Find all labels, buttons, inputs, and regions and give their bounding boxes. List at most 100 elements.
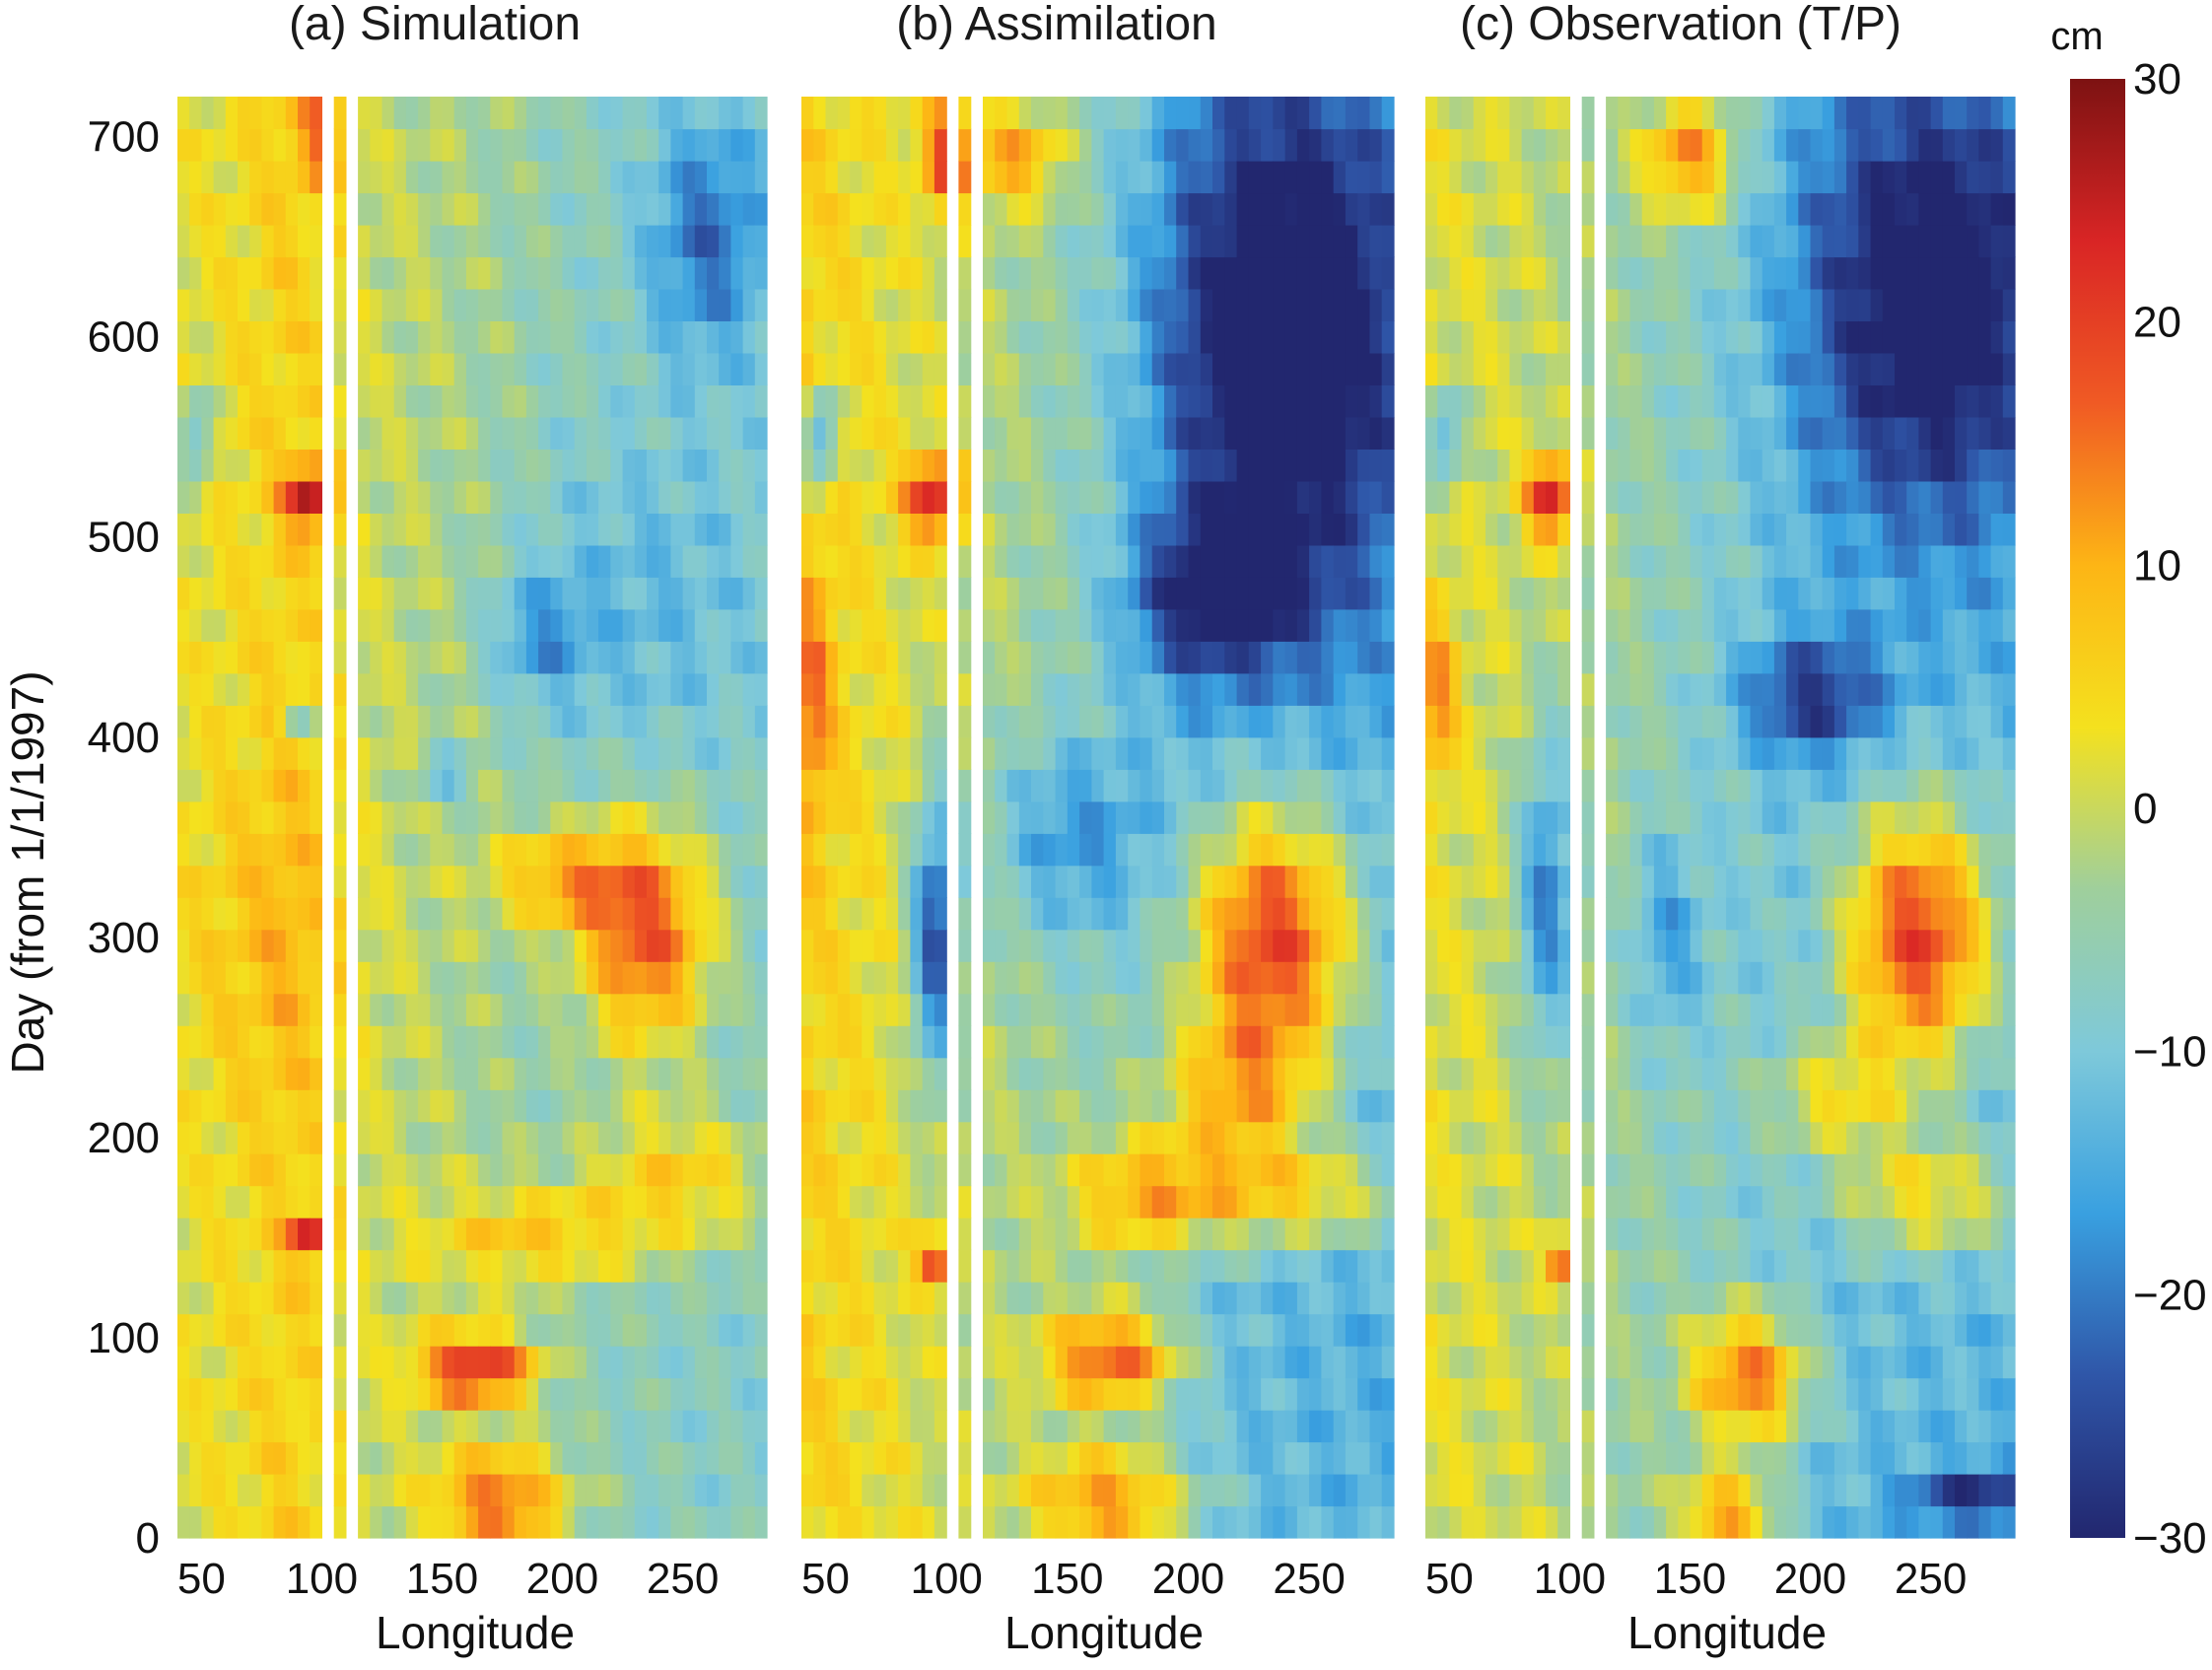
heatmap-cell <box>1140 1346 1153 1379</box>
heatmap-cell <box>238 800 250 834</box>
heatmap-cell <box>1043 608 1057 642</box>
heatmap-cell <box>958 1153 972 1187</box>
heatmap-cell <box>1018 192 1032 226</box>
heatmap-cell <box>742 128 756 162</box>
heatmap-cell <box>1618 1185 1631 1218</box>
heatmap-cell <box>405 1218 419 1251</box>
heatmap-cell <box>1284 1121 1298 1154</box>
heatmap-cell <box>525 1474 539 1507</box>
heatmap-cell <box>647 769 659 802</box>
heatmap-cell <box>1067 577 1080 610</box>
heatmap-cell <box>754 993 768 1026</box>
heatmap-cell <box>1369 416 1383 450</box>
heatmap-cell <box>333 641 347 674</box>
heatmap-cell <box>1618 1218 1631 1251</box>
heatmap-cell <box>1629 352 1643 385</box>
heatmap-cell <box>1284 993 1298 1026</box>
heatmap-cell <box>622 897 636 931</box>
heatmap-cell <box>1473 288 1486 321</box>
heatmap-cell <box>238 1121 250 1154</box>
heatmap-cell <box>754 1474 768 1507</box>
heatmap-cell <box>381 1057 395 1090</box>
heatmap-cell <box>1486 225 1498 258</box>
heatmap-cell <box>1067 929 1080 962</box>
heatmap-cell <box>418 608 431 642</box>
heatmap-cell <box>370 320 383 354</box>
heatmap-cell <box>958 352 972 385</box>
heatmap-cell <box>837 1057 851 1090</box>
heatmap-cell <box>310 225 322 258</box>
heatmap-cell <box>1321 288 1335 321</box>
heatmap-cell <box>873 608 887 642</box>
heatmap-cell <box>813 128 827 162</box>
heatmap-cell <box>1103 128 1117 162</box>
heatmap-cell <box>1606 225 1619 258</box>
heatmap-cell <box>1345 865 1358 898</box>
heatmap-cell <box>1043 1089 1057 1123</box>
heatmap-cell <box>525 1346 539 1379</box>
heatmap-cell <box>1079 929 1092 962</box>
heatmap-cell <box>801 833 814 867</box>
heatmap-cell <box>1473 320 1486 354</box>
heatmap-cell <box>1261 1218 1274 1251</box>
heatmap-cell <box>418 1121 431 1154</box>
heatmap-cell <box>1521 1505 1535 1539</box>
heatmap-cell <box>333 1346 347 1379</box>
heatmap-cell <box>1151 1410 1165 1443</box>
heatmap-cell <box>213 544 227 578</box>
heatmap-cell <box>442 1474 455 1507</box>
heatmap-cell <box>658 769 671 802</box>
heatmap-cell <box>225 736 239 770</box>
heatmap-cell <box>285 544 299 578</box>
heatmap-cell <box>238 384 250 418</box>
heatmap-cell <box>1103 416 1117 450</box>
heatmap-cell <box>1006 672 1020 706</box>
heatmap-cell <box>825 128 839 162</box>
heatmap-cell <box>813 225 827 258</box>
heatmap-cell <box>538 320 551 354</box>
heatmap-cell <box>1473 192 1486 226</box>
heatmap-cell <box>1018 705 1032 738</box>
heatmap-cell <box>1115 961 1129 995</box>
heatmap-cell <box>910 97 924 130</box>
heatmap-cell <box>201 1153 215 1187</box>
heatmap-cell <box>1273 1089 1286 1123</box>
heatmap-cell <box>850 1249 863 1283</box>
heatmap-cell <box>453 800 467 834</box>
heatmap-cell <box>910 641 924 674</box>
heatmap-cell <box>1521 993 1535 1026</box>
heatmap-cell <box>873 1025 887 1059</box>
heatmap-cell <box>898 736 911 770</box>
heatmap-cell <box>453 1218 467 1251</box>
heatmap-cell <box>249 577 262 610</box>
heatmap-cell <box>1128 961 1141 995</box>
heatmap-cell <box>754 256 768 290</box>
heatmap-cell <box>1333 1249 1347 1283</box>
heatmap-cell <box>1449 544 1463 578</box>
heatmap-cell <box>430 320 444 354</box>
heatmap-cell <box>850 577 863 610</box>
heatmap-cell <box>490 993 504 1026</box>
heatmap-cell <box>1224 961 1238 995</box>
heatmap-cell <box>1425 769 1438 802</box>
heatmap-cell <box>418 320 431 354</box>
heatmap-cell <box>189 225 202 258</box>
heatmap-cell <box>298 800 311 834</box>
heatmap-cell <box>1357 1410 1371 1443</box>
heatmap-cell <box>1449 705 1463 738</box>
heatmap-cell <box>1103 897 1117 931</box>
heatmap-cell <box>201 865 215 898</box>
heatmap-cell <box>1018 320 1032 354</box>
heatmap-cell <box>538 993 551 1026</box>
heatmap-cell <box>1369 1185 1383 1218</box>
heatmap-cell <box>1618 1410 1631 1443</box>
heatmap-cell <box>1333 256 1347 290</box>
heatmap-cell <box>813 1410 827 1443</box>
heatmap-cell <box>862 1474 875 1507</box>
heatmap-cell <box>1067 513 1080 546</box>
heatmap-cell <box>1261 97 1274 130</box>
heatmap-cell <box>405 1249 419 1283</box>
heatmap-cell <box>430 192 444 226</box>
heatmap-cell <box>622 97 636 130</box>
heatmap-cell <box>1606 1249 1619 1283</box>
